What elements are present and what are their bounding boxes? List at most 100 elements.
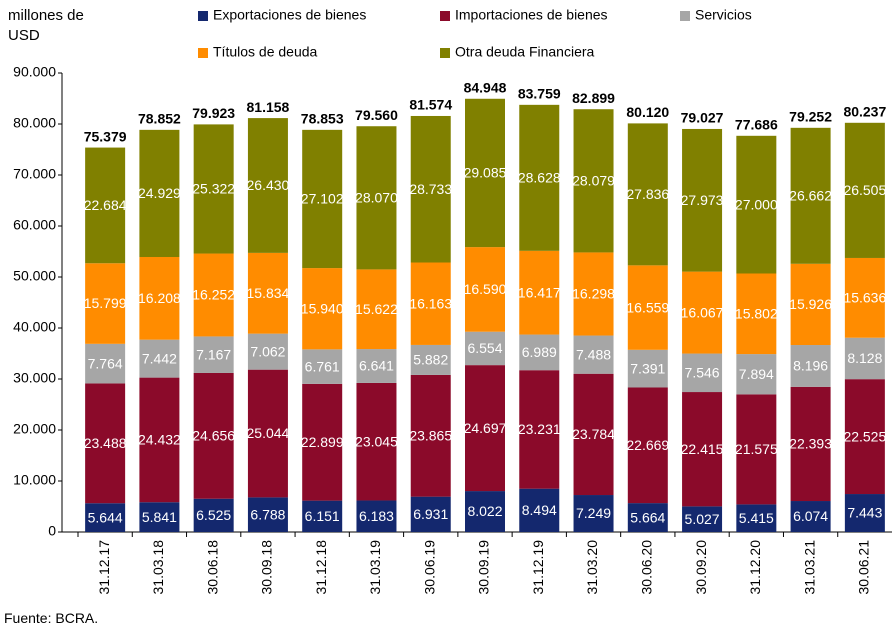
x-tick-label: 30.09.20 bbox=[693, 540, 709, 595]
value-label: 27.836 bbox=[626, 186, 669, 202]
x-tick-label: 30.09.18 bbox=[259, 540, 275, 595]
bar-segment bbox=[465, 247, 505, 332]
bar-segment bbox=[139, 377, 180, 503]
bar-segment bbox=[519, 334, 560, 371]
y-tick-label: 80.000 bbox=[13, 115, 56, 131]
bar-segment bbox=[790, 263, 831, 346]
value-label: 24.929 bbox=[138, 185, 181, 201]
value-label: 28.628 bbox=[518, 170, 561, 186]
value-label: 15.834 bbox=[247, 285, 290, 301]
bar-segment bbox=[410, 374, 451, 497]
y-tick-label: 90.000 bbox=[13, 64, 56, 80]
value-label: 22.415 bbox=[681, 441, 724, 457]
bar-segment bbox=[356, 500, 397, 532]
bar-segment bbox=[302, 500, 343, 532]
total-label: 80.237 bbox=[843, 103, 886, 119]
bar-segment bbox=[139, 129, 180, 257]
value-label: 15.799 bbox=[84, 295, 127, 311]
x-tick-label: 30.09.19 bbox=[476, 540, 492, 595]
legend-label: Exportaciones de bienes bbox=[213, 7, 366, 23]
y-tick-label: 20.000 bbox=[13, 421, 56, 437]
value-label: 6.183 bbox=[359, 508, 394, 524]
value-label: 6.151 bbox=[305, 508, 340, 524]
value-label: 22.669 bbox=[626, 437, 669, 453]
value-label: 6.788 bbox=[250, 506, 285, 522]
total-label: 79.560 bbox=[355, 107, 398, 123]
bar-segment bbox=[85, 503, 126, 532]
value-label: 15.940 bbox=[301, 300, 344, 316]
value-label: 28.733 bbox=[409, 181, 452, 197]
value-label: 23.488 bbox=[84, 435, 127, 451]
bar-segment bbox=[193, 253, 234, 337]
bar-segment bbox=[302, 129, 343, 269]
value-label: 27.000 bbox=[735, 196, 778, 212]
value-label: 25.044 bbox=[247, 425, 290, 441]
value-label: 16.417 bbox=[518, 284, 561, 300]
bar-segment bbox=[736, 354, 777, 395]
source-note: Fuente: BCRA. bbox=[4, 610, 99, 626]
y-tick-label: 0 bbox=[48, 523, 56, 539]
value-label: 6.931 bbox=[413, 506, 448, 522]
value-label: 28.079 bbox=[572, 173, 615, 189]
value-label: 7.443 bbox=[847, 505, 882, 521]
total-label: 81.574 bbox=[409, 97, 452, 113]
bar-segment bbox=[410, 496, 451, 532]
value-label: 16.163 bbox=[409, 295, 452, 311]
total-label: 82.899 bbox=[572, 90, 615, 106]
value-label: 27.973 bbox=[681, 192, 724, 208]
value-label: 21.575 bbox=[735, 441, 778, 457]
bar-segment bbox=[356, 382, 397, 501]
x-tick-label: 30.06.18 bbox=[204, 540, 220, 595]
bar-segment bbox=[682, 506, 723, 532]
x-tick-label: 31.12.18 bbox=[313, 540, 329, 595]
value-label: 6.761 bbox=[305, 358, 340, 374]
total-label: 79.923 bbox=[192, 105, 235, 121]
bar-segment bbox=[736, 504, 777, 532]
bar-segment bbox=[139, 502, 180, 532]
bar-segment bbox=[790, 386, 831, 502]
legend-swatch bbox=[198, 48, 208, 58]
legend-swatch bbox=[680, 11, 690, 21]
value-label: 15.802 bbox=[735, 305, 778, 321]
bar-segment bbox=[139, 256, 180, 340]
x-tick-label: 30.06.20 bbox=[639, 540, 655, 595]
value-label: 6.641 bbox=[359, 358, 394, 374]
value-label: 26.430 bbox=[247, 177, 290, 193]
bar-segment bbox=[573, 335, 614, 374]
value-label: 24.432 bbox=[138, 432, 181, 448]
bar-segment bbox=[356, 349, 397, 383]
x-tick-label: 31.12.17 bbox=[96, 540, 112, 595]
bar-segment bbox=[627, 123, 668, 266]
value-label: 16.590 bbox=[464, 281, 507, 297]
value-label: 27.102 bbox=[301, 191, 344, 207]
value-label: 7.546 bbox=[685, 365, 720, 381]
bar-segment bbox=[85, 147, 126, 264]
value-label: 5.415 bbox=[739, 510, 774, 526]
bar-segment bbox=[465, 331, 505, 366]
bar-segment bbox=[247, 252, 288, 334]
value-label: 23.045 bbox=[355, 433, 398, 449]
value-label: 23.231 bbox=[518, 421, 561, 437]
value-label: 24.656 bbox=[192, 428, 235, 444]
bar-segment bbox=[627, 503, 668, 532]
bar-segment bbox=[193, 498, 234, 532]
value-label: 5.841 bbox=[142, 509, 177, 525]
value-label: 5.644 bbox=[88, 509, 123, 525]
bar-segment bbox=[410, 262, 451, 345]
value-label: 7.488 bbox=[576, 346, 611, 362]
bar-segment bbox=[682, 353, 723, 393]
total-label: 79.252 bbox=[789, 109, 832, 125]
value-label: 15.622 bbox=[355, 301, 398, 317]
total-label: 83.759 bbox=[518, 86, 561, 102]
bar-segment bbox=[573, 495, 614, 532]
value-label: 7.391 bbox=[630, 360, 665, 376]
bar-segment bbox=[410, 344, 451, 375]
value-label: 6.074 bbox=[793, 508, 828, 524]
y-tick-label: 40.000 bbox=[13, 319, 56, 335]
value-label: 25.322 bbox=[192, 181, 235, 197]
total-label: 78.853 bbox=[301, 111, 344, 127]
bar-segment bbox=[519, 370, 560, 489]
bar-segment bbox=[85, 383, 126, 504]
x-tick-label: 31.03.20 bbox=[584, 540, 600, 595]
